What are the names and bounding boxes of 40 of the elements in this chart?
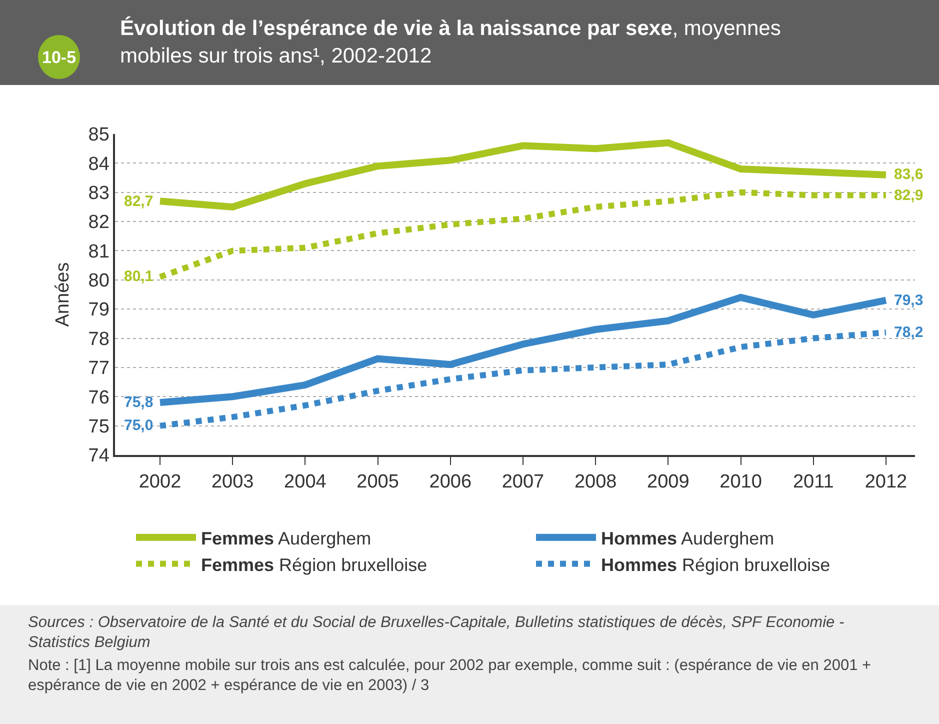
x-tick-label: 2012 [864,472,908,493]
text: 10-5 [42,48,76,67]
legend-label: Hommes Auderghem [601,528,774,548]
data-label: 82,9 [894,187,924,204]
y-tick-label: 84 [88,154,110,175]
y-tick-label: 78 [88,328,110,350]
x-tick-label: 2006 [429,472,472,493]
x-tick-label: 2010 [720,472,762,493]
data-label: 75,0 [124,417,154,434]
text: Sources : Observatoire de la Santé et du Social de Bruxelles-Capitale, Bulletins statistiques de décès, SPF Economie - Statistics Belgium [28,614,844,652]
y-tick-label: 79 [88,300,110,321]
x-tick-label: 2002 [138,472,182,493]
x-tick-label: 2009 [647,472,690,493]
y-tick-label: 74 [88,446,110,467]
data-label: 82,7 [124,193,154,210]
legend-label: Femmes Auderghem [201,528,372,548]
y-tick-label: 85 [88,124,110,146]
y-tick-label: 77 [88,358,110,380]
y-tick-label: 83 [88,183,110,204]
data-label: 83,6 [894,166,924,183]
x-tick-label: 2011 [792,472,834,493]
x-tick-label: 2005 [356,472,399,493]
legend-label: Hommes Région bruxelloise [601,554,830,575]
data-label: 78,2 [894,324,924,341]
y-tick-label: 75 [88,416,110,438]
data-label: 79,3 [894,292,924,309]
y-tick-label: 82 [88,212,110,234]
text: Note : [1] La moyenne mobile sur trois ans est calculée, pour 2002 par exemple, comme suit : (espérance de vie en 2001 + espérance de vie en 2002 + espérance de vie en 2003) / 3 [28,657,872,694]
data-label: 80,1 [124,268,154,285]
legend-label: Femmes Région bruxelloise [201,554,428,575]
y-tick-label: 81 [88,241,110,262]
x-tick-label: 2003 [211,472,254,493]
x-tick-label: 2004 [284,472,327,493]
chart-title: Évolution de l’espérance de vie à la naissance par sexe [120,17,672,40]
x-tick-label: 2007 [502,472,544,493]
y-axis-title: Années [52,262,74,327]
data-label: 75,8 [124,394,154,411]
y-tick-label: 80 [88,270,110,292]
x-tick-label: 2008 [574,472,617,493]
y-tick-label: 76 [88,387,110,408]
